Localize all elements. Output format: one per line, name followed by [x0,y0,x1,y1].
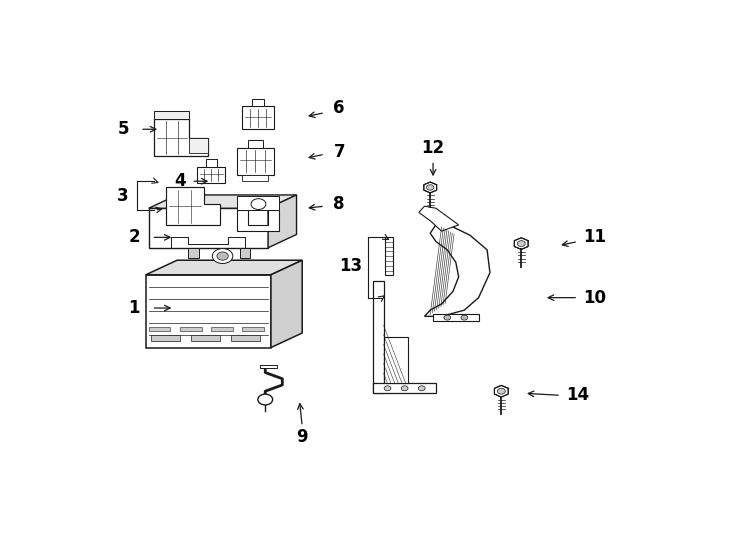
Polygon shape [239,248,250,258]
Polygon shape [148,327,170,331]
Polygon shape [268,195,297,248]
Circle shape [461,315,468,320]
Polygon shape [237,210,280,231]
Circle shape [418,386,425,391]
Circle shape [217,252,228,260]
Circle shape [384,386,391,391]
Circle shape [444,315,451,320]
Polygon shape [189,248,199,258]
Polygon shape [374,383,436,393]
Text: 10: 10 [584,289,607,307]
Polygon shape [180,327,202,331]
Circle shape [498,388,505,394]
Polygon shape [252,99,264,106]
Polygon shape [197,167,225,183]
Polygon shape [192,335,219,341]
Text: 13: 13 [339,258,362,275]
Circle shape [251,199,266,210]
Text: 8: 8 [333,195,345,213]
Circle shape [426,185,434,190]
Polygon shape [211,327,233,331]
Polygon shape [231,335,260,341]
Polygon shape [374,281,384,393]
Polygon shape [146,275,271,348]
Polygon shape [189,138,208,152]
Circle shape [212,248,233,264]
Polygon shape [146,260,302,275]
Polygon shape [206,159,217,167]
Polygon shape [385,238,393,275]
Polygon shape [154,119,208,156]
Text: 3: 3 [117,187,129,205]
Text: 12: 12 [421,139,445,157]
Polygon shape [495,386,508,397]
Text: 4: 4 [174,172,186,190]
Polygon shape [271,260,302,348]
Polygon shape [433,314,479,321]
Polygon shape [248,140,263,148]
Polygon shape [237,148,274,175]
Text: 11: 11 [584,228,607,246]
Polygon shape [424,225,490,316]
Polygon shape [384,337,408,383]
Polygon shape [166,187,219,225]
Polygon shape [148,195,297,208]
Polygon shape [151,335,180,341]
Polygon shape [242,327,264,331]
Text: 5: 5 [117,120,128,138]
Text: 6: 6 [333,99,345,118]
Circle shape [517,241,526,246]
Polygon shape [260,365,277,368]
Polygon shape [515,238,528,249]
Polygon shape [242,106,274,129]
Polygon shape [242,175,268,181]
Text: 7: 7 [333,143,345,161]
Polygon shape [148,208,268,248]
Text: 2: 2 [128,228,140,246]
Text: 9: 9 [297,428,308,446]
Polygon shape [237,196,280,210]
Polygon shape [419,206,459,231]
Circle shape [258,394,272,405]
Circle shape [401,386,408,391]
Text: 14: 14 [567,386,589,404]
Polygon shape [154,111,189,119]
Polygon shape [424,182,437,193]
Text: 1: 1 [128,299,140,317]
